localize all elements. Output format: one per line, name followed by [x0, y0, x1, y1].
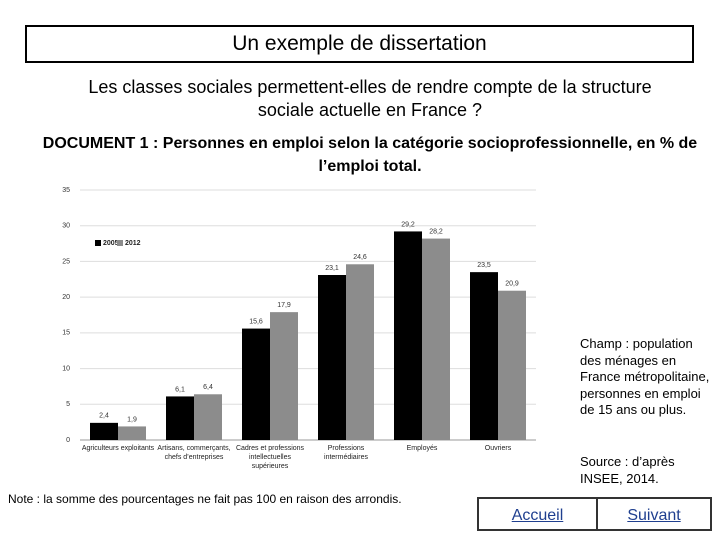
- value-label: 17,9: [277, 302, 291, 309]
- x-tick-label-box: Ouvriers: [484, 445, 512, 452]
- bar: [470, 272, 498, 440]
- y-tick-label: 30: [62, 223, 70, 230]
- bar: [498, 290, 526, 440]
- y-tick-label: 25: [62, 258, 70, 265]
- value-label: 28,2: [429, 228, 443, 235]
- scope-note: Champ : population des ménages en France…: [580, 336, 710, 417]
- footnote: Note : la somme des pourcentages ne fait…: [8, 492, 402, 506]
- value-label: 15,6: [249, 318, 263, 325]
- x-tick-label-box: Employés: [406, 445, 438, 452]
- legend-label: 2005: [103, 240, 119, 247]
- y-tick-label: 0: [66, 437, 70, 444]
- document-title: DOCUMENT 1 : Personnes en emploi selon l…: [42, 135, 698, 175]
- value-label: 23,1: [325, 265, 339, 272]
- legend-swatch: [117, 240, 123, 246]
- home-button[interactable]: Accueil: [477, 497, 598, 531]
- y-tick-label: 15: [62, 330, 70, 337]
- question: Les classes sociales permettent-elles de…: [88, 77, 652, 120]
- x-tick-label: Professions intermédiaires: [324, 445, 368, 461]
- x-tick-label: Employés: [406, 445, 438, 452]
- bar: [90, 422, 118, 440]
- y-tick-label: 20: [62, 294, 70, 301]
- y-tick-label: 35: [62, 187, 70, 194]
- legend-label: 2012: [125, 240, 141, 247]
- bar: [166, 396, 194, 440]
- bar: [422, 238, 450, 440]
- x-tick-label-box: Professions intermédiaires: [324, 445, 368, 461]
- slide-title: Un exemple de dissertation: [25, 25, 694, 63]
- bar: [242, 328, 270, 440]
- y-tick-label: 10: [62, 365, 70, 372]
- x-tick-label: Cadres et professions intellectuelles su…: [235, 445, 305, 470]
- value-label: 6,1: [175, 386, 185, 393]
- value-label: 24,6: [353, 254, 367, 261]
- bar: [394, 231, 422, 440]
- value-label: 20,9: [505, 281, 519, 288]
- x-tick-label: Ouvriers: [484, 445, 512, 452]
- bar: [318, 275, 346, 440]
- value-label: 23,5: [477, 262, 491, 269]
- legend-swatch: [95, 240, 101, 246]
- source: Source : d’après INSEE, 2014.: [580, 454, 675, 486]
- x-tick-label-box: Cadres et professions intellectuelles su…: [235, 445, 305, 470]
- x-tick-label: Artisans, commerçants, chefs d’entrepris…: [157, 445, 231, 461]
- x-tick-label-box: Artisans, commerçants, chefs d’entrepris…: [157, 445, 231, 461]
- bar: [194, 394, 222, 440]
- x-tick-label-box: Agriculteurs exploitants: [81, 445, 155, 452]
- bar: [270, 312, 298, 440]
- value-label: 6,4: [203, 384, 213, 391]
- next-button[interactable]: Suivant: [596, 497, 712, 531]
- bar: [118, 426, 146, 440]
- value-label: 2,4: [99, 413, 109, 420]
- chart: 0 5 10 15 20 25 30 35 Agriculteurs exploitants 2,…: [62, 187, 536, 470]
- value-label: 1,9: [127, 416, 137, 423]
- y-tick-label: 5: [66, 401, 70, 408]
- value-label: 29,2: [401, 221, 415, 228]
- bar: [346, 264, 374, 440]
- x-tick-label: Agriculteurs exploitants: [81, 445, 155, 452]
